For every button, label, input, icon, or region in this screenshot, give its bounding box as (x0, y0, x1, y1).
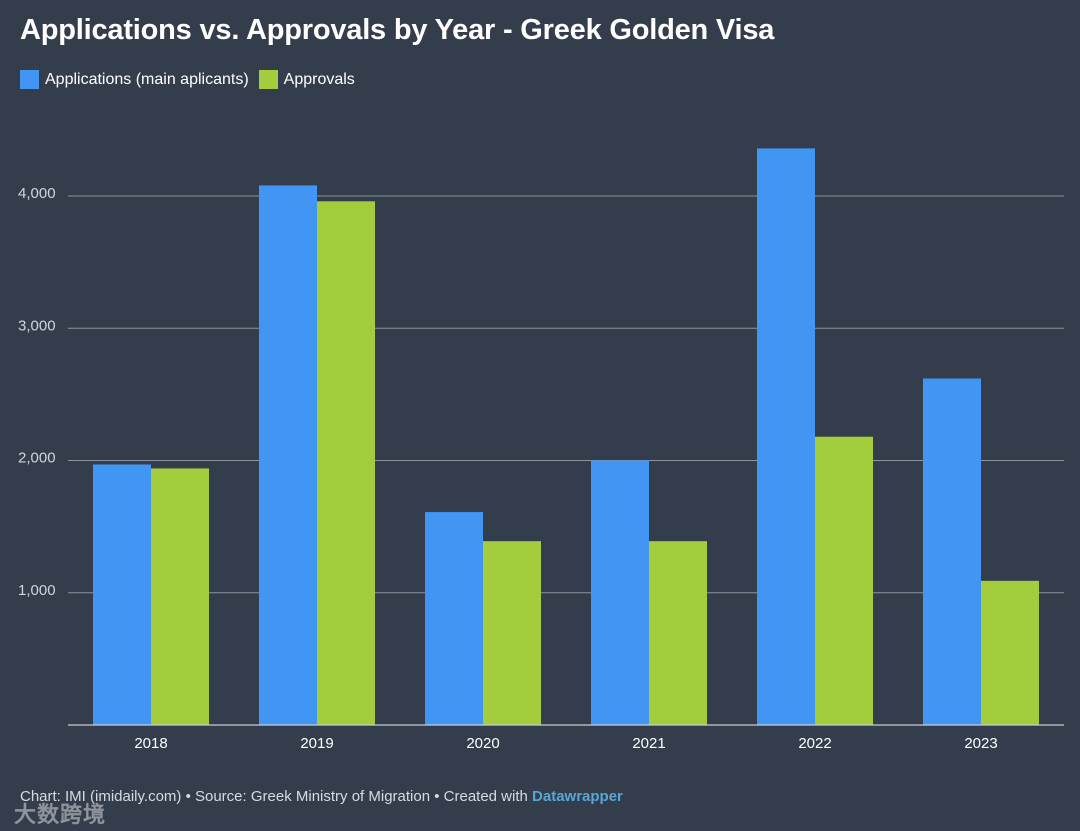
legend-swatch-approvals (258, 70, 278, 89)
chart-footer: Chart: IMI (imidaily.com) • Source: Gree… (20, 788, 623, 805)
y-tick-label-1000: 1,000 (18, 582, 56, 599)
bar-applications-2023 (923, 378, 981, 725)
y-tick-label-2000: 2,000 (18, 450, 56, 467)
bar-approvals-2021 (649, 541, 707, 725)
legend-item-approvals: Approvals (258, 70, 355, 89)
bar-approvals-2019 (317, 201, 375, 726)
bar-approvals-2020 (483, 541, 541, 725)
footer-credits: Chart: IMI (imidaily.com) • Source: Gree… (20, 788, 533, 805)
bar-chart: 1,000 2,000 3,000 4,000 2018 2019 2020 2021 2022… (18, 148, 1064, 752)
bar-applications-2021 (591, 460, 649, 725)
legend-label-applications: Applications (main aplicants) (45, 70, 249, 88)
bar-approvals-2023 (981, 580, 1039, 725)
watermark-logo: 大数跨境 (14, 802, 107, 827)
x-tick-label-2022: 2022 (798, 735, 831, 752)
bar-approvals-2022 (815, 436, 873, 725)
x-tick-label-2023: 2023 (964, 735, 997, 752)
legend-item-applications: Applications (main aplicants) (20, 70, 249, 89)
chart-title: Applications vs. Approvals by Year - Gre… (20, 14, 775, 46)
datawrapper-link[interactable]: Datawrapper (532, 788, 623, 805)
x-tick-label-2019: 2019 (300, 735, 333, 752)
legend-swatch-applications (20, 70, 39, 89)
y-tick-label-4000: 4,000 (18, 185, 56, 202)
bar-applications-2019 (259, 185, 317, 726)
bar-applications-2020 (425, 512, 483, 725)
legend-label-approvals: Approvals (283, 70, 355, 88)
x-tick-label-2018: 2018 (134, 735, 167, 752)
bar-applications-2018 (93, 464, 151, 725)
x-tick-label-2021: 2021 (632, 735, 665, 752)
legend: Applications (main aplicants) Approvals (20, 70, 365, 89)
bar-approvals-2018 (151, 468, 209, 725)
x-tick-label-2020: 2020 (466, 735, 499, 752)
bar-applications-2022 (757, 148, 815, 725)
y-tick-label-3000: 3,000 (18, 317, 56, 334)
